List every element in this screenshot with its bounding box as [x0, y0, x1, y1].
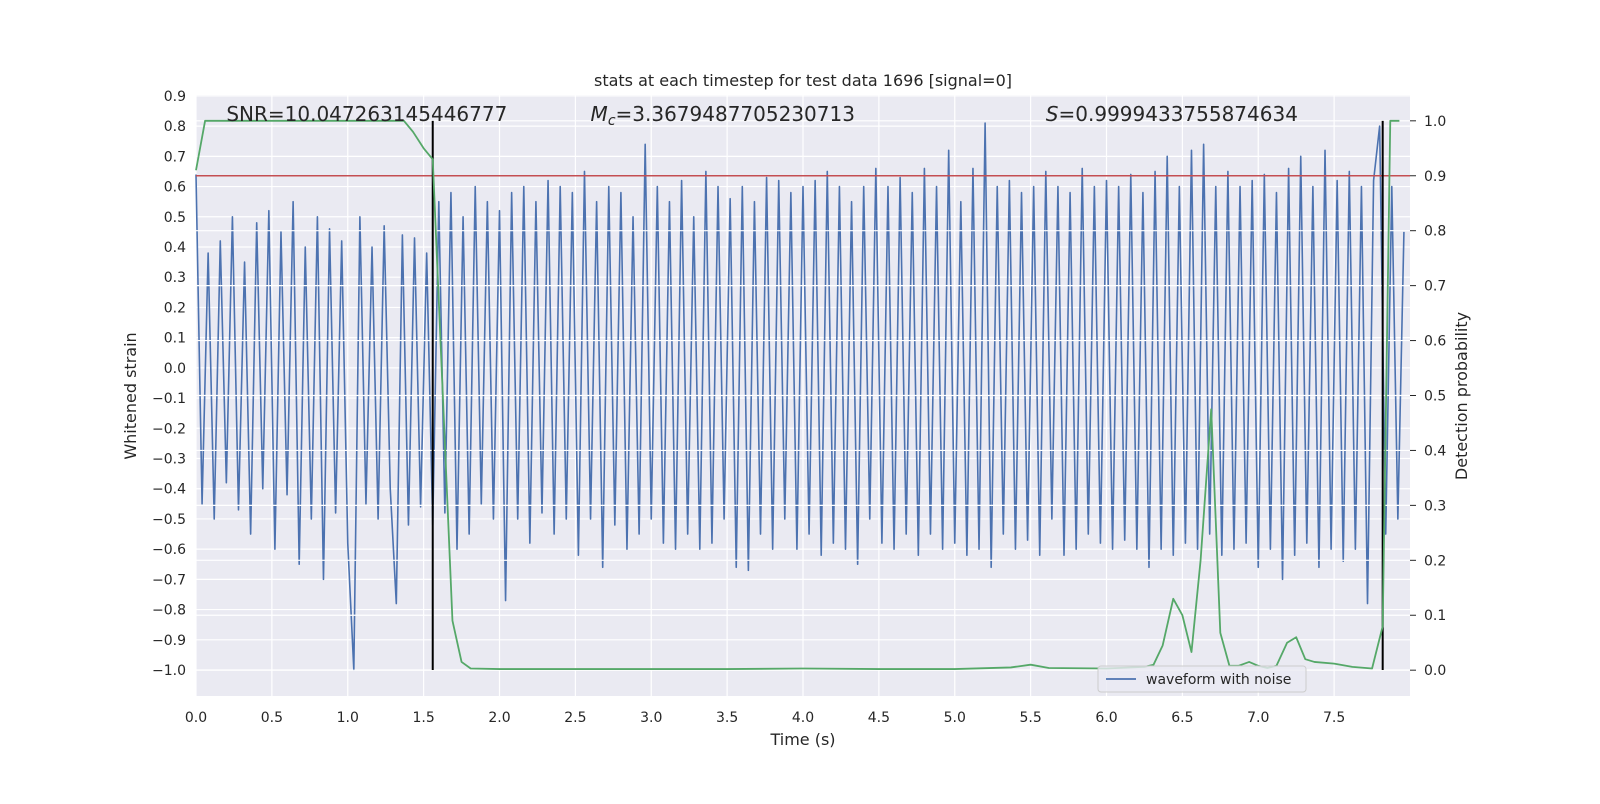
y-tick-label: −0.1 [152, 391, 186, 407]
x-tick-label: 6.5 [1171, 710, 1193, 726]
y2-tick-label: 0.6 [1424, 334, 1446, 350]
y-tick-label: 0.3 [164, 270, 186, 286]
x-tick-label: 7.5 [1323, 710, 1345, 726]
y-tick-label: −0.9 [152, 633, 186, 649]
y2-axis-label: Detection probability [1452, 312, 1471, 480]
x-tick-label: 1.5 [412, 710, 434, 726]
y-tick-label: 0.1 [164, 331, 186, 347]
y-tick-label: −1.0 [152, 663, 186, 679]
x-tick-label: 7.0 [1247, 710, 1269, 726]
y-tick-label: 0.9 [164, 89, 186, 105]
y-tick-label: 0.8 [164, 119, 186, 135]
x-axis-label: Time (s) [769, 730, 835, 749]
x-tick-label: 6.0 [1095, 710, 1117, 726]
y-tick-label: −0.4 [152, 482, 186, 498]
y-tick-label: −0.6 [152, 542, 186, 558]
annotation-text: SNR=10.047263145446777 [226, 102, 507, 126]
annotation: Mc=3.3679487705230713 [591, 102, 855, 129]
annotation-symbol: M [591, 102, 608, 126]
annotation-text: =0.9999433755874634 [1059, 102, 1298, 126]
x-tick-label: 3.0 [640, 710, 662, 726]
y2-tick-label: 0.4 [1424, 443, 1446, 459]
y-tick-label: −0.5 [152, 512, 186, 528]
legend-box [1097, 665, 1307, 693]
y-tick-label: −0.7 [152, 572, 186, 588]
annotation: SNR=10.047263145446777 [226, 102, 507, 126]
annotation-symbol: S [1046, 102, 1059, 126]
annotation-text: =3.3679487705230713 [616, 102, 855, 126]
y-tick-label: 0.7 [164, 149, 186, 165]
y2-tick-label: 0.3 [1424, 498, 1446, 514]
y2-tick-label: 0.1 [1424, 608, 1446, 624]
x-tick-label: 2.0 [488, 710, 510, 726]
x-tick-label: 0.0 [185, 710, 207, 726]
y-tick-label: 0.4 [164, 240, 186, 256]
x-tick-label: 4.0 [792, 710, 814, 726]
x-tick-label: 5.5 [1019, 710, 1041, 726]
y-tick-label: −0.2 [152, 421, 186, 437]
y-tick-label: 0.6 [164, 180, 186, 196]
y2-tick-label: 0.0 [1424, 663, 1446, 679]
series-line [195, 122, 1405, 671]
annotation: S=0.9999433755874634 [1046, 102, 1298, 126]
y-tick-label: −0.3 [152, 452, 186, 468]
x-tick-label: 0.5 [261, 710, 283, 726]
y2-tick-label: 1.0 [1424, 114, 1446, 130]
x-tick-label: 2.5 [564, 710, 586, 726]
y-tick-label: 0.5 [164, 210, 186, 226]
annotation-subscript: c [608, 113, 616, 129]
y2-tick-label: 0.9 [1424, 169, 1446, 185]
y2-tick-label: 0.8 [1424, 224, 1446, 240]
y2-tick-label: 0.5 [1424, 389, 1446, 405]
y-tick-label: 0.0 [164, 361, 186, 377]
x-tick-label: 1.0 [337, 710, 359, 726]
y2-tick-label: 0.7 [1424, 279, 1446, 295]
x-tick-label: 5.0 [944, 710, 966, 726]
x-tick-label: 3.5 [716, 710, 738, 726]
x-tick-label: 4.5 [868, 710, 890, 726]
y-tick-label: −0.8 [152, 603, 186, 619]
y-tick-label: 0.2 [164, 300, 186, 316]
chart-title: stats at each timestep for test data 169… [594, 71, 1012, 90]
legend-label: waveform with noise [1146, 672, 1291, 688]
y2-tick-label: 0.2 [1424, 553, 1446, 569]
y-axis-label: Whitened strain [121, 332, 140, 459]
